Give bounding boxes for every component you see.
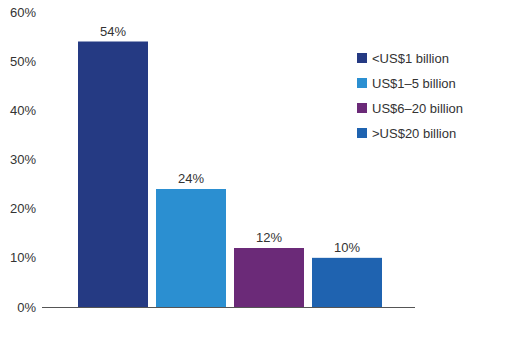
legend-label: US$1–5 billion xyxy=(372,76,456,91)
bar xyxy=(234,248,304,307)
bar xyxy=(156,189,226,307)
bar xyxy=(312,258,382,307)
legend-label: US$6–20 billion xyxy=(372,101,463,116)
y-tick-label: 20% xyxy=(10,201,36,216)
y-tick-label: 60% xyxy=(10,5,36,20)
x-axis-line xyxy=(42,307,415,308)
y-tick-label: 40% xyxy=(10,103,36,118)
legend-label: >US$20 billion xyxy=(372,126,456,141)
data-label: 54% xyxy=(100,24,126,39)
data-labels: 54% 24% 12% 10% xyxy=(100,24,360,255)
bar xyxy=(78,42,148,308)
chart-svg: 0% 10% 20% 30% 40% 50% 60% 54% 24% 12% 10% <US$1 bi… xyxy=(0,0,512,341)
legend-swatch xyxy=(357,128,367,138)
legend-swatch xyxy=(357,53,367,63)
y-tick-label: 10% xyxy=(10,250,36,265)
data-label: 24% xyxy=(178,171,204,186)
legend-swatch xyxy=(357,103,367,113)
legend-label: <US$1 billion xyxy=(372,51,449,66)
y-tick-label: 30% xyxy=(10,152,36,167)
data-label: 12% xyxy=(256,230,282,245)
legend-swatch xyxy=(357,78,367,88)
bars xyxy=(78,42,382,308)
data-label: 10% xyxy=(334,240,360,255)
y-tick-label: 0% xyxy=(17,300,36,315)
chart-container: 0% 10% 20% 30% 40% 50% 60% 54% 24% 12% 10% <US$1 bi… xyxy=(0,0,512,341)
legend: <US$1 billion US$1–5 billion US$6–20 billi… xyxy=(357,51,463,141)
y-tick-label: 50% xyxy=(10,54,36,69)
